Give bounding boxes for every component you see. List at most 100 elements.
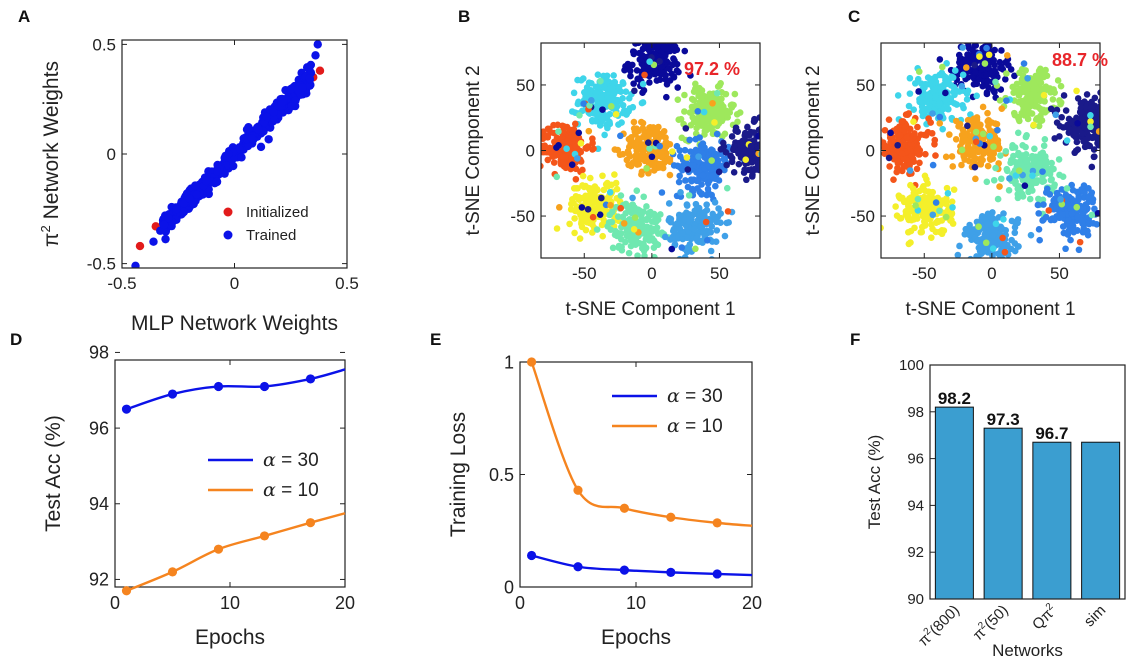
bar-value-label: 97.3 bbox=[987, 410, 1020, 429]
tsne-point bbox=[1056, 122, 1064, 130]
tsne-outlier bbox=[1029, 172, 1036, 179]
tsne-point bbox=[584, 198, 591, 205]
series-point-1 bbox=[305, 518, 316, 528]
tsne-outlier bbox=[630, 226, 638, 233]
series-point-0 bbox=[305, 374, 316, 384]
axes-box bbox=[114, 359, 346, 588]
tsne-point bbox=[572, 175, 580, 183]
tsne-point bbox=[695, 157, 702, 165]
y-tick-label: 98 bbox=[907, 404, 924, 421]
tsne-point bbox=[593, 93, 600, 101]
legend-alpha: α bbox=[667, 415, 680, 437]
tsne-outlier bbox=[942, 213, 950, 221]
tsne-point bbox=[1109, 119, 1116, 126]
tsne-point bbox=[1051, 135, 1059, 142]
tsne-outlier bbox=[1030, 121, 1037, 129]
tsne-point bbox=[1074, 213, 1081, 221]
tsne-point bbox=[667, 236, 674, 243]
tsne-point bbox=[1035, 226, 1043, 233]
tsne-point bbox=[913, 147, 921, 155]
tsne-point bbox=[952, 135, 960, 143]
tsne-point bbox=[1027, 231, 1035, 239]
tsne-point bbox=[735, 160, 743, 168]
tsne-point bbox=[721, 130, 729, 138]
tsne-point bbox=[952, 117, 960, 125]
tsne-point bbox=[723, 161, 730, 169]
tsne-outlier bbox=[678, 244, 686, 251]
tsne-point bbox=[890, 176, 897, 183]
tsne-point bbox=[528, 131, 535, 138]
tsne-point bbox=[572, 143, 580, 150]
tsne-point bbox=[1105, 124, 1112, 131]
tsne-point bbox=[1081, 189, 1088, 197]
tsne-point bbox=[948, 210, 956, 218]
tsne-outlier bbox=[985, 51, 993, 59]
tsne-point bbox=[898, 150, 906, 157]
tsne-point bbox=[1097, 107, 1100, 114]
tsne-point bbox=[701, 208, 708, 216]
tsne-point bbox=[629, 103, 637, 111]
tsne-point bbox=[1097, 89, 1100, 96]
tsne-point bbox=[683, 209, 690, 216]
tsne-point bbox=[939, 125, 946, 133]
tsne-point bbox=[608, 218, 616, 226]
tsne-point bbox=[1040, 201, 1047, 208]
tsne-point bbox=[1057, 99, 1065, 106]
tsne-point bbox=[631, 128, 639, 135]
bar bbox=[983, 427, 1023, 600]
tsne-point bbox=[960, 153, 968, 161]
tsne-outlier bbox=[1057, 196, 1064, 203]
tsne-point bbox=[1014, 219, 1021, 227]
series-point-0 bbox=[573, 562, 583, 572]
tsne-point bbox=[947, 95, 955, 102]
tsne-outlier bbox=[702, 218, 710, 226]
tsne-outlier bbox=[607, 201, 614, 209]
y-tick-label: 100 bbox=[899, 357, 924, 374]
tsne-point bbox=[1002, 58, 1010, 66]
tsne-point bbox=[1015, 243, 1022, 250]
tsne-point bbox=[1100, 232, 1107, 239]
tsne-outlier bbox=[885, 154, 893, 162]
tsne-point bbox=[1031, 145, 1038, 153]
ylabel-sup: 2 bbox=[38, 225, 53, 232]
tsne-point bbox=[682, 177, 689, 184]
tsne-point bbox=[777, 147, 784, 154]
legend-label: α = 10 bbox=[263, 479, 319, 501]
tsne-point bbox=[681, 108, 688, 115]
tsne-point bbox=[1035, 210, 1042, 217]
tsne-outlier bbox=[944, 189, 952, 197]
tsne-outlier bbox=[1087, 123, 1094, 131]
tsne-point bbox=[921, 131, 928, 139]
tsne-outlier bbox=[644, 139, 652, 146]
y-axis-label: Training Loss bbox=[447, 412, 470, 537]
tsne-outlier bbox=[586, 102, 593, 109]
tsne-point bbox=[1091, 94, 1099, 102]
y-tick-label: 50 bbox=[856, 76, 875, 95]
tsne-point bbox=[674, 84, 682, 91]
tsne-outlier bbox=[696, 84, 703, 92]
tsne-outlier bbox=[576, 111, 583, 119]
tsne-point bbox=[763, 159, 770, 166]
tsne-point bbox=[638, 143, 645, 150]
tsne-point bbox=[949, 163, 957, 170]
tsne-point bbox=[562, 164, 570, 172]
tsne-point bbox=[653, 69, 660, 76]
tsne-point bbox=[1076, 108, 1084, 116]
tsne-point bbox=[652, 218, 660, 225]
tsne-point bbox=[931, 140, 938, 148]
tsne-point bbox=[774, 149, 781, 156]
tsne-point bbox=[932, 78, 940, 86]
tsne-point bbox=[668, 70, 675, 78]
tsne-point bbox=[1034, 201, 1042, 209]
tsne-outlier bbox=[939, 63, 946, 71]
tsne-point bbox=[638, 219, 645, 227]
tsne-point bbox=[622, 88, 630, 95]
tsne-point bbox=[900, 163, 908, 171]
tsne-outlier bbox=[606, 189, 614, 196]
tsne-point bbox=[639, 89, 646, 96]
tsne-point bbox=[687, 176, 695, 183]
tsne-point bbox=[530, 129, 537, 136]
tsne-point bbox=[885, 116, 893, 123]
tsne-point bbox=[692, 146, 700, 154]
tsne-point bbox=[627, 242, 635, 250]
